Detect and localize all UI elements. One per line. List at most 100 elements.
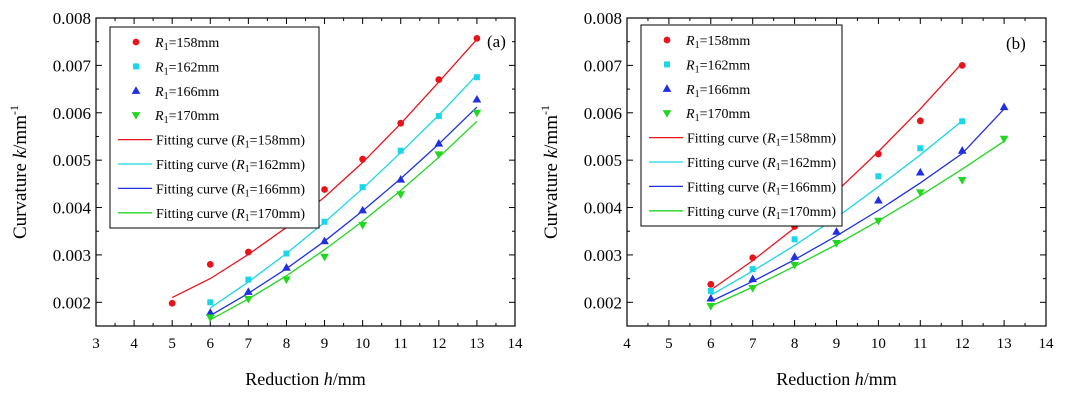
data-point-s3-2 bbox=[790, 261, 799, 270]
data-point-s2-7 bbox=[472, 94, 482, 103]
x-tick-label: 6 bbox=[707, 336, 715, 352]
legend-entry-1: R1=162mm bbox=[154, 60, 219, 77]
x-axis-label: Reduction h/mm bbox=[776, 369, 897, 389]
legend-marker-2 bbox=[131, 86, 141, 94]
x-tick-label: 11 bbox=[394, 336, 408, 352]
x-tick-label: 14 bbox=[508, 336, 524, 352]
legend-entry-3: R1=170mm bbox=[685, 107, 750, 124]
fitting-curve-2 bbox=[710, 108, 1005, 302]
y-axis-label: Curvature k/mm-1 bbox=[7, 105, 31, 239]
y-tick-label: 0.006 bbox=[53, 104, 91, 123]
x-tick-label: 10 bbox=[871, 336, 886, 352]
x-tick-label: 9 bbox=[833, 336, 841, 352]
legend-fit-entry-3: Fitting curve (R1=170mm) bbox=[687, 205, 836, 222]
data-point-s3-5 bbox=[915, 189, 925, 197]
data-point-s3-0 bbox=[205, 314, 215, 323]
legend-entry-0: R1=158mm bbox=[154, 36, 219, 53]
legend-fit-entry-0: Fitting curve (R1=158mm) bbox=[156, 134, 305, 151]
data-point-s3-7 bbox=[999, 135, 1009, 144]
x-tick-label: 4 bbox=[130, 336, 138, 352]
data-point-s3-2 bbox=[282, 276, 291, 285]
data-point-s1-6 bbox=[959, 118, 966, 125]
data-point-s0-4 bbox=[875, 150, 882, 158]
y-tick-label: 0.002 bbox=[53, 293, 91, 312]
legend-entry-3: R1=170mm bbox=[154, 109, 219, 126]
data-point-s1-3 bbox=[321, 218, 328, 225]
data-point-s2-6 bbox=[434, 139, 444, 147]
x-tick-label: 3 bbox=[92, 336, 100, 352]
data-point-s1-1 bbox=[749, 266, 756, 273]
legend-fit-entry-0: Fitting curve (R1=158mm) bbox=[687, 132, 836, 149]
data-point-s3-1 bbox=[748, 285, 758, 293]
x-tick-label: 10 bbox=[355, 336, 370, 352]
data-point-s0-5 bbox=[916, 117, 924, 125]
data-point-s2-4 bbox=[358, 205, 368, 214]
legend-marker-1 bbox=[664, 61, 670, 68]
data-point-s1-4 bbox=[875, 173, 882, 180]
y-axis-label: Curvature k/mm-1 bbox=[538, 105, 562, 239]
x-tick-label: 13 bbox=[469, 336, 484, 352]
data-point-s2-0 bbox=[706, 293, 716, 302]
legend-fit-entry-1: Fitting curve (R1=162mm) bbox=[156, 158, 305, 175]
data-point-s3-5 bbox=[396, 191, 406, 199]
y-tick-label: 0.003 bbox=[53, 246, 91, 265]
y-tick-label: 0.002 bbox=[584, 293, 622, 312]
x-tick-label: 5 bbox=[168, 336, 176, 352]
x-axis-label: Reduction h/mm bbox=[245, 369, 366, 389]
data-point-s1-2 bbox=[791, 236, 798, 243]
data-point-s1-0 bbox=[207, 299, 214, 306]
x-tick-label: 5 bbox=[665, 336, 673, 352]
legend-box bbox=[109, 26, 320, 229]
legend-marker-2 bbox=[662, 84, 672, 92]
legend-fit-entry-2: Fitting curve (R1=166mm) bbox=[687, 180, 836, 197]
panel-label: (a) bbox=[487, 32, 506, 51]
data-point-s3-0 bbox=[706, 303, 716, 311]
data-point-s2-7 bbox=[999, 102, 1009, 111]
fitting-curve-3 bbox=[209, 120, 478, 321]
y-tick-label: 0.004 bbox=[584, 199, 623, 218]
x-tick-label: 7 bbox=[245, 336, 253, 352]
y-tick-label: 0.008 bbox=[584, 9, 622, 28]
data-point-s0-1 bbox=[749, 254, 757, 262]
x-tick-label: 8 bbox=[791, 336, 799, 352]
legend-entry-0: R1=158mm bbox=[685, 34, 750, 51]
legend-box bbox=[640, 24, 843, 227]
data-point-s1-0 bbox=[707, 287, 714, 294]
data-point-s2-3 bbox=[320, 236, 329, 245]
data-point-s3-1 bbox=[243, 295, 253, 304]
panel-label: (b) bbox=[1006, 34, 1026, 53]
x-tick-label: 11 bbox=[913, 336, 927, 352]
data-point-s2-2 bbox=[790, 252, 799, 260]
data-point-s0-6 bbox=[958, 61, 966, 69]
x-tick-label: 12 bbox=[431, 336, 446, 352]
legend: R1=158mm R1=162mm R1=166mm R1=170mm Fitting … bbox=[640, 24, 843, 227]
y-tick-label: 0.005 bbox=[53, 151, 91, 170]
data-point-s2-5 bbox=[915, 167, 925, 176]
data-point-s2-4 bbox=[874, 195, 883, 204]
data-point-s3-6 bbox=[434, 151, 444, 160]
legend-entry-1: R1=162mm bbox=[685, 58, 750, 75]
legend-entry-2: R1=166mm bbox=[154, 85, 219, 102]
x-tick-label: 4 bbox=[623, 336, 631, 352]
data-point-s2-1 bbox=[748, 274, 758, 283]
x-tick-label: 13 bbox=[997, 336, 1012, 352]
data-point-s3-3 bbox=[832, 240, 841, 248]
data-point-s0-0 bbox=[707, 280, 715, 288]
fitting-curve-0 bbox=[171, 38, 478, 299]
data-point-s3-7 bbox=[472, 109, 482, 118]
y-tick-label: 0.007 bbox=[584, 56, 623, 75]
data-point-s0-5 bbox=[359, 155, 367, 163]
x-tick-label: 14 bbox=[1039, 336, 1055, 352]
x-tick-label: 8 bbox=[283, 336, 291, 352]
data-point-s0-8 bbox=[473, 34, 481, 42]
y-tick-label: 0.005 bbox=[584, 151, 622, 170]
data-point-s2-1 bbox=[243, 287, 253, 295]
x-tick-label: 9 bbox=[321, 336, 329, 352]
data-point-s1-2 bbox=[283, 250, 290, 257]
legend-marker-3 bbox=[662, 110, 672, 118]
data-point-s0-1 bbox=[206, 261, 214, 268]
legend-marker-0 bbox=[132, 38, 140, 46]
legend-entry-2: R1=166mm bbox=[685, 83, 750, 100]
x-tick-label: 12 bbox=[955, 336, 970, 352]
